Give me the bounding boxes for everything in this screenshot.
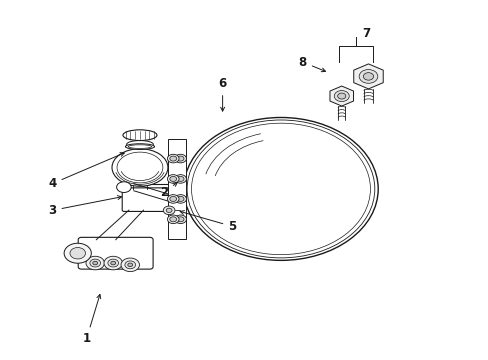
Text: 1: 1 [82,294,101,346]
Circle shape [116,182,131,193]
Text: 6: 6 [218,77,226,111]
Ellipse shape [112,149,167,186]
Circle shape [90,259,101,267]
Text: 3: 3 [48,195,122,217]
Circle shape [169,176,176,181]
Circle shape [167,154,179,163]
Circle shape [124,261,135,269]
Polygon shape [329,86,353,106]
FancyBboxPatch shape [122,188,177,211]
Circle shape [177,156,183,161]
Text: 7: 7 [361,27,369,40]
Circle shape [177,217,183,222]
Circle shape [177,176,183,181]
Text: 5: 5 [180,211,236,233]
Circle shape [167,195,179,203]
Circle shape [169,156,176,161]
Circle shape [174,154,186,163]
Circle shape [169,217,176,222]
Circle shape [363,73,373,80]
Polygon shape [353,64,383,89]
Bar [167,139,186,239]
Circle shape [174,215,186,224]
Circle shape [70,248,85,259]
Circle shape [337,93,345,99]
Circle shape [104,256,122,270]
Text: 2: 2 [160,183,177,199]
Circle shape [169,197,176,202]
Circle shape [93,261,98,265]
Circle shape [127,263,132,267]
Circle shape [121,258,139,272]
Circle shape [174,195,186,203]
Ellipse shape [122,130,157,140]
Circle shape [167,175,179,183]
Circle shape [183,117,377,260]
Ellipse shape [128,145,151,148]
Circle shape [108,259,118,267]
Circle shape [358,69,377,83]
Circle shape [174,175,186,183]
Ellipse shape [125,144,154,149]
Text: 8: 8 [298,55,325,72]
Text: 4: 4 [48,153,124,190]
Circle shape [111,261,116,265]
Circle shape [163,206,175,215]
Circle shape [64,243,91,263]
Circle shape [167,215,179,224]
Circle shape [86,256,104,270]
Circle shape [177,197,183,202]
Circle shape [166,208,172,212]
Circle shape [334,91,348,102]
FancyBboxPatch shape [78,237,153,269]
Ellipse shape [126,140,153,148]
